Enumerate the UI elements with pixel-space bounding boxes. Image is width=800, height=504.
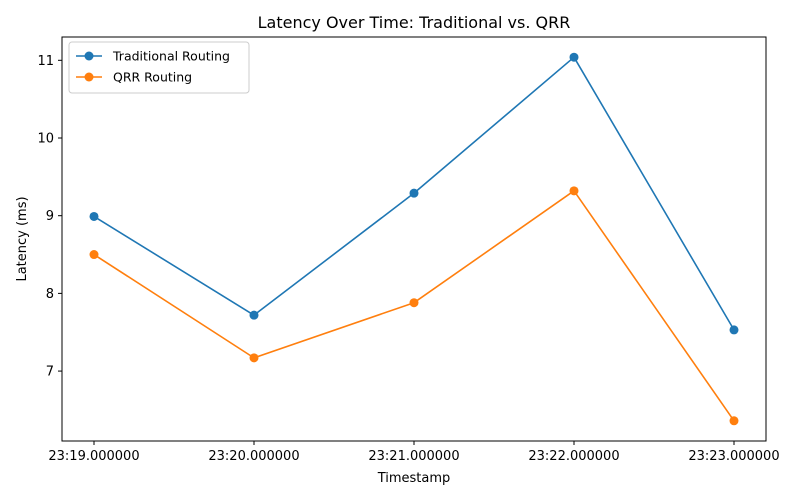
x-tick-label: 23:22.000000	[528, 449, 619, 464]
data-point-traditional-routing	[569, 52, 579, 62]
legend: Traditional Routing QRR Routing	[68, 41, 250, 94]
x-axis: 23:19.000000 23:20.000000 23:21.000000 23:2…	[48, 441, 780, 464]
y-tick-label: 7	[46, 365, 54, 380]
series-layer	[89, 52, 739, 426]
y-axis-label: Latency (ms)	[15, 196, 30, 281]
x-tick-label: 23:21.000000	[368, 449, 459, 464]
data-point-qrr-routing	[249, 353, 259, 363]
x-axis-label: Timestamp	[377, 471, 451, 486]
y-tick-label: 10	[37, 132, 54, 147]
data-point-traditional-routing	[729, 325, 739, 335]
x-tick-label: 23:20.000000	[208, 449, 299, 464]
data-point-qrr-routing	[89, 250, 99, 260]
data-point-qrr-routing	[569, 186, 579, 196]
legend-label-qrr-routing: QRR Routing	[113, 70, 192, 85]
data-point-traditional-routing	[249, 310, 259, 320]
legend-marker-traditional-routing	[84, 51, 94, 61]
y-tick-label: 8	[46, 287, 54, 302]
y-tick-label: 9	[46, 209, 54, 224]
y-axis: 7 8 9 10 11	[37, 54, 62, 380]
legend-box	[68, 41, 250, 94]
data-point-traditional-routing	[89, 211, 99, 221]
legend-label-traditional-routing: Traditional Routing	[112, 49, 230, 64]
chart-title: Latency Over Time: Traditional vs. QRR	[258, 13, 571, 32]
data-point-traditional-routing	[409, 188, 419, 198]
data-point-qrr-routing	[729, 416, 739, 426]
plot-area	[61, 36, 767, 442]
x-tick-label: 23:19.000000	[48, 449, 139, 464]
x-tick-label: 23:23.000000	[688, 449, 779, 464]
y-tick-label: 11	[37, 54, 54, 69]
data-point-qrr-routing	[409, 298, 419, 308]
legend-marker-qrr-routing	[84, 72, 94, 82]
